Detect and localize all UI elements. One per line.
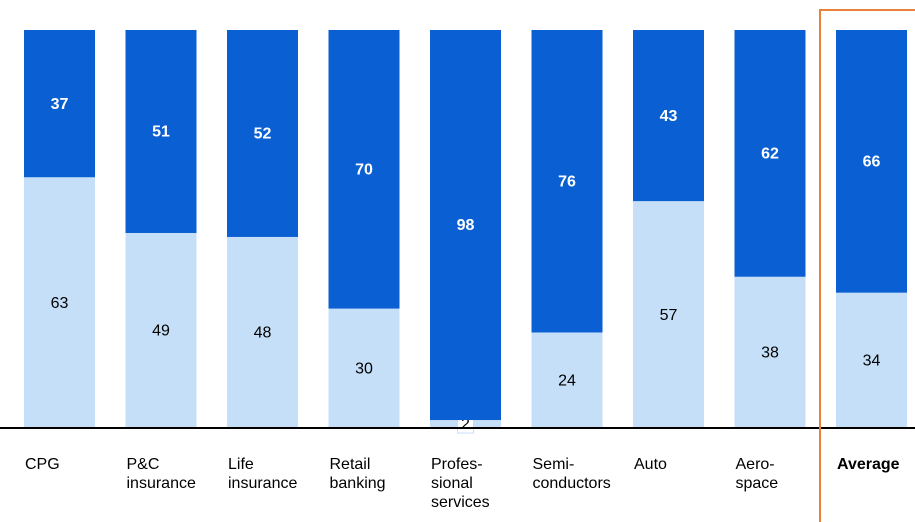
x-tick-label: Profes- sional services [431,456,490,511]
bar-segment [531,30,603,333]
bar-segment [836,30,907,293]
value-label: 62 [761,146,779,163]
bar-segment [531,332,603,428]
value-label: 66 [863,154,881,171]
bar-segment [734,30,806,277]
value-label: 38 [761,345,779,362]
highlight-box [819,9,915,522]
value-label: 48 [254,325,272,342]
value-label: 43 [660,108,678,125]
x-tick-label: Auto [634,456,667,473]
bar-segment [734,276,806,428]
value-label: 52 [254,126,272,143]
bar-segment [836,292,907,428]
value-label: 30 [355,361,373,378]
x-tick-label: Average [837,456,900,473]
x-tick-label: Semi- conductors [532,456,611,492]
bar-segment [430,30,501,421]
value-label: 76 [558,173,576,190]
x-tick-label: Retail banking [329,456,386,492]
value-label: 24 [558,372,576,389]
bar-segment [328,308,400,428]
value-label: 49 [152,323,170,340]
bar-segment [633,201,704,428]
x-tick-label: Aero- space [735,456,779,492]
value-label: 2 [461,416,470,433]
bar-segment [328,30,400,309]
value-label: 63 [51,295,69,312]
bar-segment [24,30,95,178]
x-tick-label: P&C insurance [126,456,196,492]
value-label: 98 [457,217,475,234]
value-label: 37 [51,96,69,113]
x-tick-label: CPG [25,456,60,473]
x-tick-label: Life insurance [228,456,298,492]
bar-segment [125,232,197,428]
value-label: 51 [152,124,170,141]
bar-segment [24,177,95,428]
bar-segment [227,236,298,428]
bar-segment [125,30,197,233]
bar-segment [633,30,704,202]
value-label: 34 [863,353,881,370]
value-label: 57 [660,307,678,324]
bar-segment [227,30,298,237]
value-label: 70 [355,162,373,179]
